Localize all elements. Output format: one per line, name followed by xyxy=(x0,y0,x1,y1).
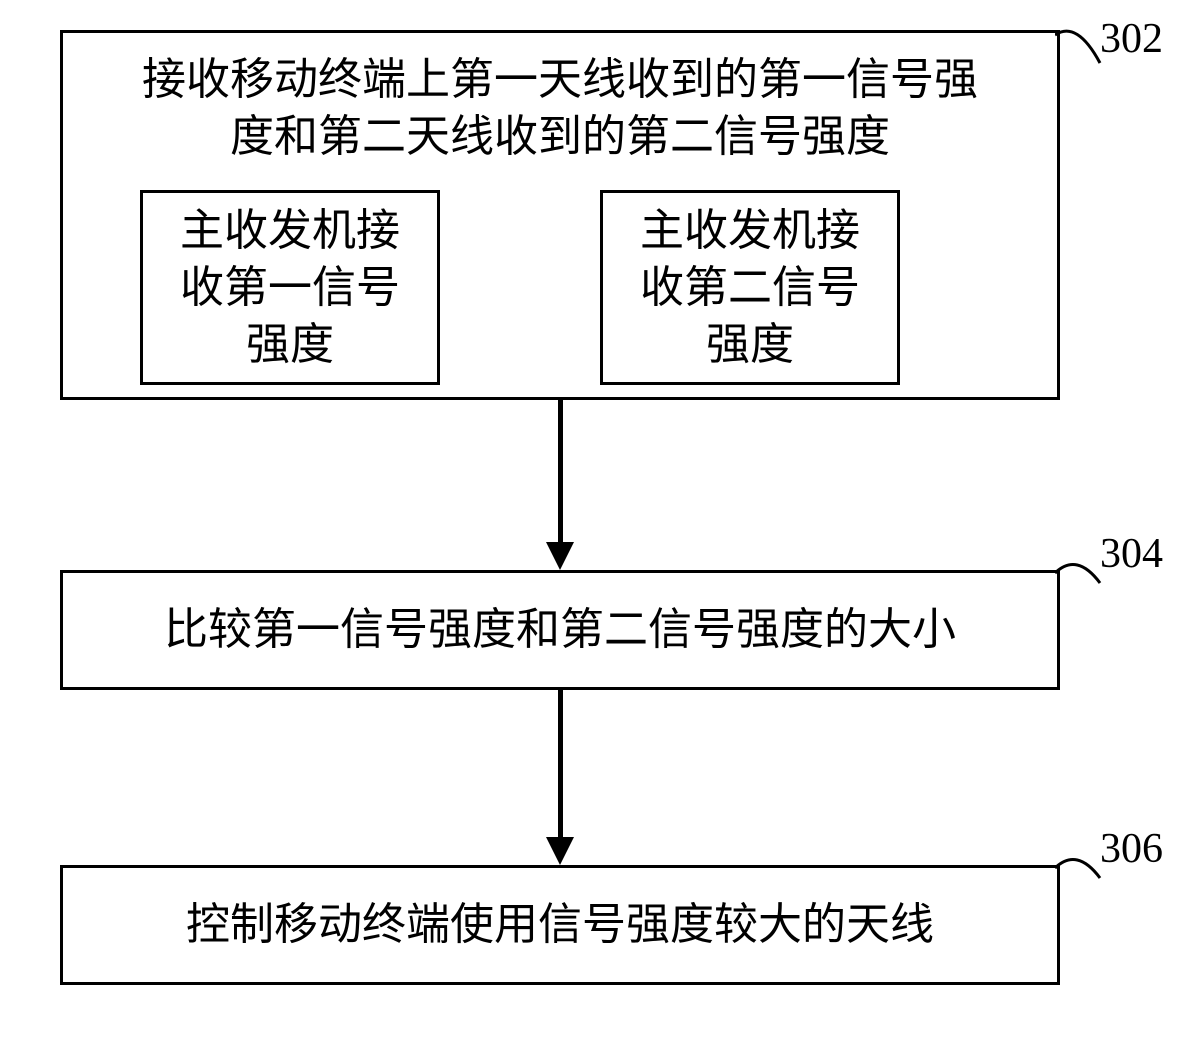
step-302-sub2-text: 主收发机接收第二信号强度 xyxy=(640,202,860,374)
arrow-1-head xyxy=(546,542,574,570)
step-302-sub1-text: 主收发机接收第一信号强度 xyxy=(180,202,400,374)
label-306: 306 xyxy=(1100,825,1163,873)
arrow-1-line xyxy=(558,400,563,545)
step-302-sub1: 主收发机接收第一信号强度 xyxy=(140,190,440,385)
step-302-sub2: 主收发机接收第二信号强度 xyxy=(600,190,900,385)
flowchart-canvas: 接收移动终端上第一天线收到的第一信号强度和第二天线收到的第二信号强度 主收发机接… xyxy=(0,0,1185,1056)
step-306-box: 控制移动终端使用信号强度较大的天线 xyxy=(60,865,1060,985)
step-304-box: 比较第一信号强度和第二信号强度的大小 xyxy=(60,570,1060,690)
step-304-text: 比较第一信号强度和第二信号强度的大小 xyxy=(164,601,956,658)
step-302-title: 接收移动终端上第一天线收到的第一信号强度和第二天线收到的第二信号强度 xyxy=(142,51,978,165)
arrow-2-line xyxy=(558,690,563,840)
step-306-text: 控制移动终端使用信号强度较大的天线 xyxy=(186,896,934,953)
label-304: 304 xyxy=(1100,530,1163,578)
arrow-2-head xyxy=(546,837,574,865)
label-302: 302 xyxy=(1100,15,1163,63)
